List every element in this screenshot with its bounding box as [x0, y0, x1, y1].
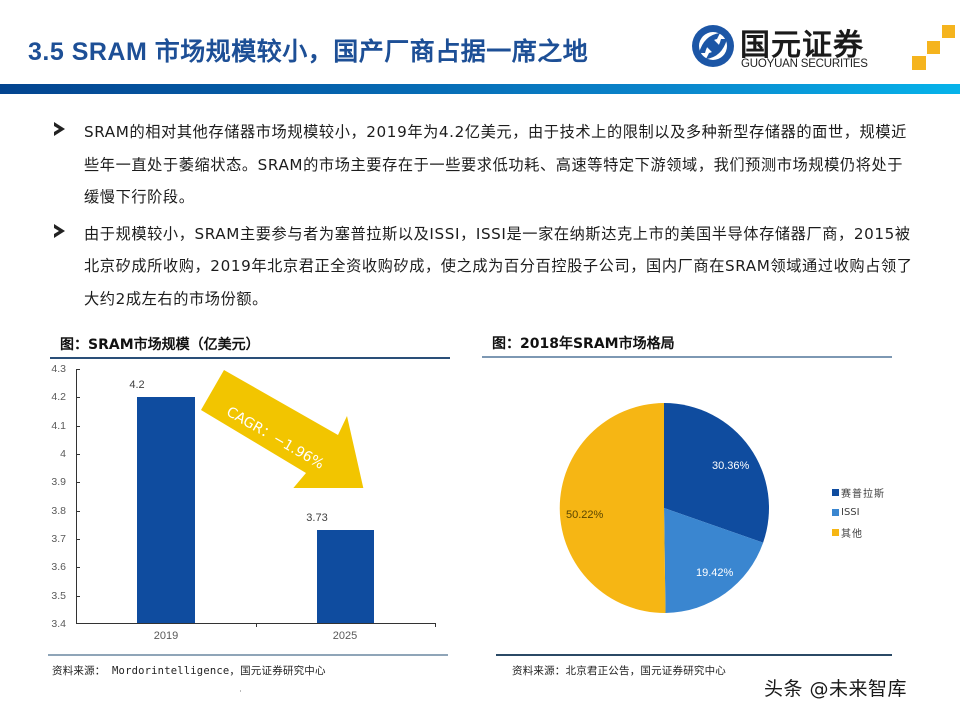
bar-2025 — [317, 530, 374, 623]
y-tick-label: 4.1 — [51, 420, 66, 432]
slide-title: 3.5 SRAM 市场规模较小，国产厂商占据一席之地 — [28, 38, 589, 66]
bar-chart-title: 图：SRAM市场规模（亿美元） — [60, 337, 260, 353]
y-tick — [76, 567, 80, 568]
y-tick — [76, 596, 80, 597]
pie-value-label: 50.22% — [566, 509, 604, 521]
logo-english-name: GUOYUAN SECURITIES — [741, 58, 868, 70]
x-tick-label: 2019 — [153, 630, 179, 642]
legend-item: 赛普拉斯 — [832, 482, 885, 502]
logo-chinese-name: 国元证券 — [740, 28, 864, 63]
pie-chart-source: 资料来源：北京君正公告，国元证券研究中心 — [512, 665, 726, 677]
legend-label: 赛普拉斯 — [841, 488, 885, 500]
y-tick-label: 4.2 — [51, 391, 66, 403]
y-tick-label: 3.9 — [51, 476, 66, 488]
x-tick — [256, 623, 257, 627]
bar-chart: 4.3 4.2 4.1 4 3.9 3.8 3.7 3.6 3.5 3.4 4.… — [40, 360, 460, 650]
pie-slice-other — [559, 403, 666, 614]
arrow-bullet-icon — [54, 122, 65, 136]
bullet-list: SRAM的相对其他存储器市场规模较小，2019年为4.2亿美元，由于技术上的限制… — [54, 116, 914, 319]
logo-squares-icon — [912, 25, 955, 70]
y-tick-label: 4.3 — [51, 363, 66, 375]
bullet-text: 由于规模较小，SRAM主要参与者为塞普拉斯以及ISSI，ISSI是一家在纳斯达克… — [84, 224, 913, 308]
y-tick — [76, 482, 80, 483]
pie-value-label: 19.42% — [696, 567, 734, 579]
legend-item: 其他 — [832, 522, 885, 542]
y-tick — [76, 369, 80, 370]
y-tick-label: 3.7 — [51, 533, 66, 545]
bar-chart-source: 资料来源： Mordorintelligence，国元证券研究中心 — [52, 665, 326, 677]
y-tick — [76, 454, 80, 455]
y-tick-label: 3.6 — [51, 561, 66, 573]
pie-chart-source-rule — [496, 654, 892, 656]
legend-swatch-icon — [832, 528, 839, 536]
legend-label: ISSI — [841, 506, 860, 518]
pie-chart-title: 图：2018年SRAM市场格局 — [492, 336, 675, 352]
y-axis — [76, 369, 77, 624]
bar-value-label: 4.2 — [129, 379, 145, 391]
header-gradient-band — [0, 84, 960, 94]
legend-swatch-icon — [832, 488, 839, 496]
pie-value-label: 30.36% — [712, 460, 750, 472]
x-tick-label: 2025 — [332, 630, 358, 642]
y-tick-label: 4 — [60, 448, 66, 460]
bar-chart-title-rule — [50, 357, 450, 359]
page-marker — [240, 690, 241, 692]
x-tick — [435, 623, 436, 627]
legend-label: 其他 — [841, 528, 863, 540]
bar-chart-source-rule — [48, 654, 448, 656]
watermark: 头条 @未来智库 — [764, 678, 908, 700]
y-tick — [76, 511, 80, 512]
pie-slice-cypress — [664, 403, 769, 543]
pie-graphic — [559, 403, 769, 614]
pie-slice-issi — [664, 508, 764, 613]
bullet-item: SRAM的相对其他存储器市场规模较小，2019年为4.2亿美元，由于技术上的限制… — [54, 116, 914, 214]
y-tick-label: 3.4 — [51, 618, 66, 630]
y-tick — [76, 426, 80, 427]
arrow-bullet-icon — [54, 223, 65, 238]
y-tick-label: 3.8 — [51, 505, 66, 517]
legend-swatch-icon — [832, 508, 839, 516]
pie-chart-title-rule — [482, 356, 892, 358]
y-tick — [76, 539, 80, 540]
bullet-item: 由于规模较小，SRAM主要参与者为塞普拉斯以及ISSI，ISSI是一家在纳斯达克… — [54, 218, 914, 316]
y-tick — [76, 397, 80, 398]
legend-item: ISSI — [832, 502, 885, 522]
pie-chart: 30.36% 19.42% 50.22% 赛普拉斯 ISSI 其他 — [480, 360, 920, 650]
y-tick-label: 3.5 — [51, 590, 66, 602]
cagr-arrow-icon — [201, 370, 364, 488]
company-logo: 国元证券 GUOYUAN SECURITIES — [690, 18, 955, 76]
bullet-text: SRAM的相对其他存储器市场规模较小，2019年为4.2亿美元，由于技术上的限制… — [84, 123, 907, 206]
pie-legend: 赛普拉斯 ISSI 其他 — [832, 482, 885, 542]
bar-value-label: 3.73 — [306, 512, 328, 524]
bar-2019 — [137, 397, 195, 623]
guoyuan-emblem-icon — [692, 25, 734, 67]
